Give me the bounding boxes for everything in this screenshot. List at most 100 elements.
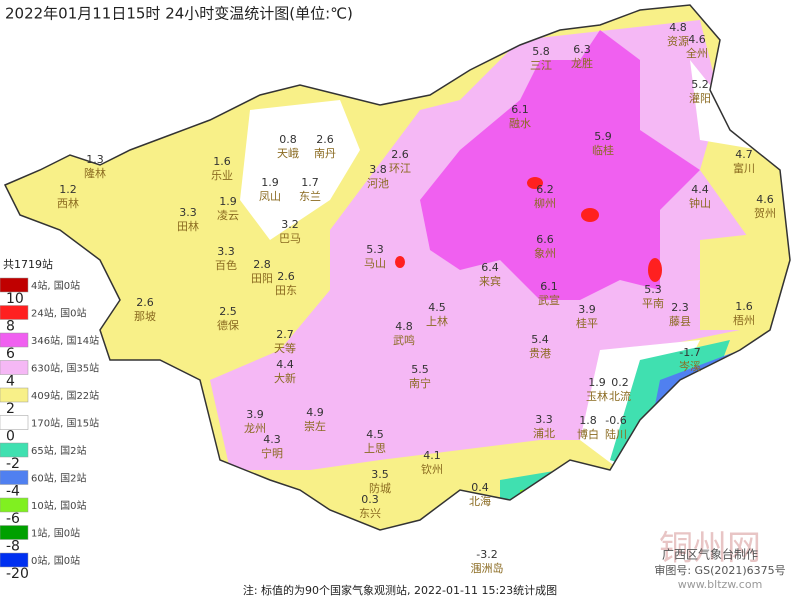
station-name: 柳州	[534, 196, 556, 210]
station-name: 贺州	[754, 207, 776, 220]
station-value: 4.1	[423, 449, 441, 462]
station-value: 4.8	[669, 21, 687, 34]
station-value: 1.8	[579, 414, 597, 427]
station-value: 2.5	[219, 305, 237, 318]
station-value: 5.8	[532, 45, 550, 58]
station-name: 天等	[274, 341, 296, 355]
legend-count: 10站, 国0站	[31, 499, 86, 512]
station-name: 全州	[686, 46, 708, 60]
station-value: -1.7	[679, 346, 700, 359]
station-value: 2.7	[276, 328, 294, 341]
station-name: 龙州	[244, 422, 266, 435]
legend-total: 共1719站	[3, 257, 53, 271]
station-name: 陆川	[605, 427, 627, 441]
station-value: 4.3	[263, 433, 281, 446]
station-value: 1.9	[219, 195, 237, 208]
station-value: 4.6	[688, 33, 706, 46]
station-name: 宁明	[261, 446, 283, 460]
station-name: 灌阳	[689, 92, 711, 105]
station-value: -0.6	[605, 414, 626, 427]
station-name: 贵港	[529, 347, 551, 360]
station-name: 临桂	[592, 143, 614, 157]
station-value: 3.8	[369, 163, 387, 176]
station-value: 3.9	[246, 408, 264, 421]
station-name: 田东	[275, 284, 297, 297]
station-name: 上思	[364, 442, 386, 455]
station-name: 防城	[369, 481, 391, 495]
station-value: 5.2	[691, 78, 709, 91]
station-name: 德保	[217, 318, 239, 332]
station-name: 梧州	[733, 313, 755, 327]
station-name: 巴马	[279, 232, 301, 245]
station-value: 4.8	[395, 320, 413, 333]
legend-count: 24站, 国0站	[31, 307, 86, 320]
legend-count: 1站, 国0站	[31, 527, 80, 540]
station-value: 1.7	[301, 176, 319, 189]
station-name: 北流	[609, 389, 631, 403]
station-value: 1.2	[59, 183, 77, 196]
station-name: 凌云	[217, 208, 239, 222]
legend-threshold: 8	[6, 319, 15, 335]
station-value: 2.6	[136, 296, 154, 309]
legend-threshold: 10	[6, 291, 24, 307]
station-value: 3.3	[217, 245, 235, 258]
station-value: 6.6	[536, 233, 554, 246]
station-name: 凤山	[259, 190, 281, 203]
station-name: 资源	[667, 34, 689, 48]
station-name: 涠洲岛	[471, 561, 504, 575]
legend-count: 630站, 国35站	[31, 362, 99, 375]
legend-swatch	[0, 415, 29, 430]
station-name: 武宣	[538, 293, 560, 307]
station-value: 4.6	[756, 193, 774, 206]
legend-count: 4站, 国0站	[31, 279, 80, 292]
station-name: 浦北	[533, 427, 555, 440]
station-value: 1.9	[588, 376, 606, 389]
station-name: 平南	[642, 297, 664, 310]
legend-swatch	[0, 332, 29, 348]
station-name: 博白	[577, 427, 599, 441]
legend-swatch	[0, 387, 29, 403]
station-name: 天峨	[277, 147, 299, 160]
station-value: 4.7	[735, 148, 753, 161]
legend-count: 170站, 国15站	[31, 417, 99, 430]
title: 2022年01月11日15时 24小时变温统计图(单位:℃)	[5, 5, 353, 23]
station-value: 6.2	[536, 183, 554, 196]
station-name: 马山	[364, 257, 386, 270]
producer: 广西区气象台制作	[662, 547, 758, 562]
station-value: -3.2	[476, 548, 497, 561]
station-name: 乐业	[211, 169, 233, 182]
legend-swatch	[0, 497, 29, 513]
station-value: 2.8	[253, 258, 271, 271]
station-name: 河池	[367, 177, 389, 190]
station-value: 5.9	[594, 130, 612, 143]
station-value: 3.9	[578, 303, 596, 316]
station-value: 6.1	[511, 103, 529, 116]
legend-swatch	[0, 277, 29, 293]
station-value: 0.4	[471, 481, 489, 494]
station-value: 0.2	[611, 376, 629, 389]
station-value: 6.4	[481, 261, 499, 274]
legend-threshold: -2	[6, 456, 20, 472]
legend-threshold: 6	[6, 346, 15, 362]
station-name: 玉林	[586, 389, 608, 403]
legend-threshold: -4	[6, 484, 20, 500]
station-value: 3.3	[535, 413, 553, 426]
legend-threshold: 4	[6, 374, 15, 390]
station-name: 融水	[509, 117, 531, 130]
station-value: 4.4	[276, 358, 294, 371]
station-name: 象州	[534, 247, 556, 260]
station-value: 3.3	[179, 206, 197, 219]
station-value: 3.2	[281, 218, 299, 231]
station-name: 田阳	[251, 272, 273, 285]
station-value: 1.6	[735, 300, 753, 313]
legend-count: 409站, 国22站	[31, 389, 99, 402]
footer: 注: 标值的为90个国家气象观测站, 2022-01-11 15:23统计成图	[243, 583, 557, 597]
station-name: 富川	[733, 161, 755, 175]
station-value: 4.9	[306, 406, 324, 419]
station-name: 崇左	[304, 420, 326, 433]
station-value: 1.6	[213, 155, 231, 168]
legend-threshold: -20	[6, 566, 29, 582]
site: www.bltzw.com	[678, 578, 763, 591]
watermark: 铜州网	[659, 529, 761, 569]
